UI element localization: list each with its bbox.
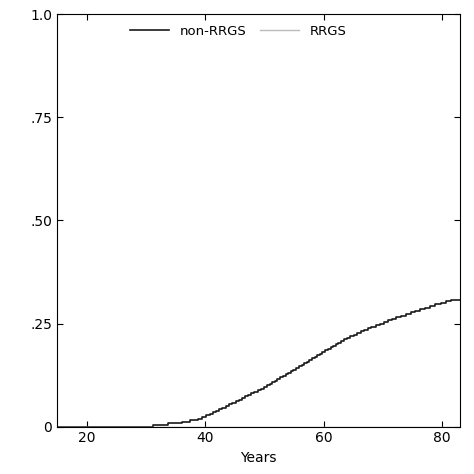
Legend: non-RRGS, RRGS: non-RRGS, RRGS — [126, 21, 351, 42]
non-RRGS — [377, 322, 383, 328]
non-RRGS — [448, 297, 454, 302]
non-RRGS — [373, 322, 378, 328]
non-RRGS — [336, 340, 341, 346]
non-RRGS — [203, 413, 209, 419]
non-RRGS — [264, 383, 269, 388]
non-RRGS — [54, 424, 60, 429]
non-RRGS — [457, 297, 463, 302]
Line: non-RRGS: non-RRGS — [57, 300, 460, 427]
X-axis label: Years: Years — [240, 451, 277, 465]
non-RRGS — [267, 383, 273, 388]
